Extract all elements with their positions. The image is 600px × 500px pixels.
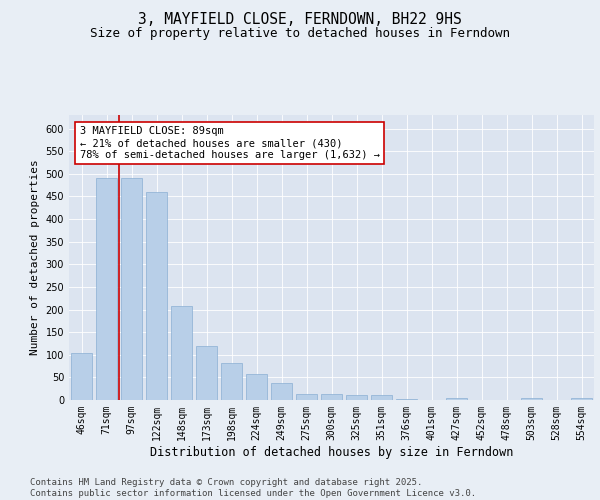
Text: 3 MAYFIELD CLOSE: 89sqm
← 21% of detached houses are smaller (430)
78% of semi-d: 3 MAYFIELD CLOSE: 89sqm ← 21% of detache…	[79, 126, 380, 160]
Bar	[396, 398, 417, 400]
Bar	[446, 398, 467, 400]
Bar	[196, 346, 217, 400]
Bar	[96, 178, 117, 400]
Text: Size of property relative to detached houses in Ferndown: Size of property relative to detached ho…	[90, 28, 510, 40]
Bar	[121, 178, 142, 400]
Bar	[271, 383, 292, 400]
Bar	[346, 396, 367, 400]
Bar	[521, 398, 542, 400]
Text: Contains HM Land Registry data © Crown copyright and database right 2025.
Contai: Contains HM Land Registry data © Crown c…	[30, 478, 476, 498]
Bar	[321, 394, 342, 400]
Bar	[171, 306, 192, 400]
Bar	[221, 363, 242, 400]
X-axis label: Distribution of detached houses by size in Ferndown: Distribution of detached houses by size …	[150, 446, 513, 458]
Text: 3, MAYFIELD CLOSE, FERNDOWN, BH22 9HS: 3, MAYFIELD CLOSE, FERNDOWN, BH22 9HS	[138, 12, 462, 28]
Y-axis label: Number of detached properties: Number of detached properties	[30, 160, 40, 356]
Bar	[371, 394, 392, 400]
Bar	[71, 352, 92, 400]
Bar	[146, 192, 167, 400]
Bar	[571, 398, 592, 400]
Bar	[296, 394, 317, 400]
Bar	[246, 374, 267, 400]
